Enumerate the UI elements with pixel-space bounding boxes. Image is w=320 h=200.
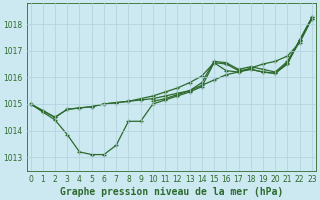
X-axis label: Graphe pression niveau de la mer (hPa): Graphe pression niveau de la mer (hPa) bbox=[60, 187, 283, 197]
